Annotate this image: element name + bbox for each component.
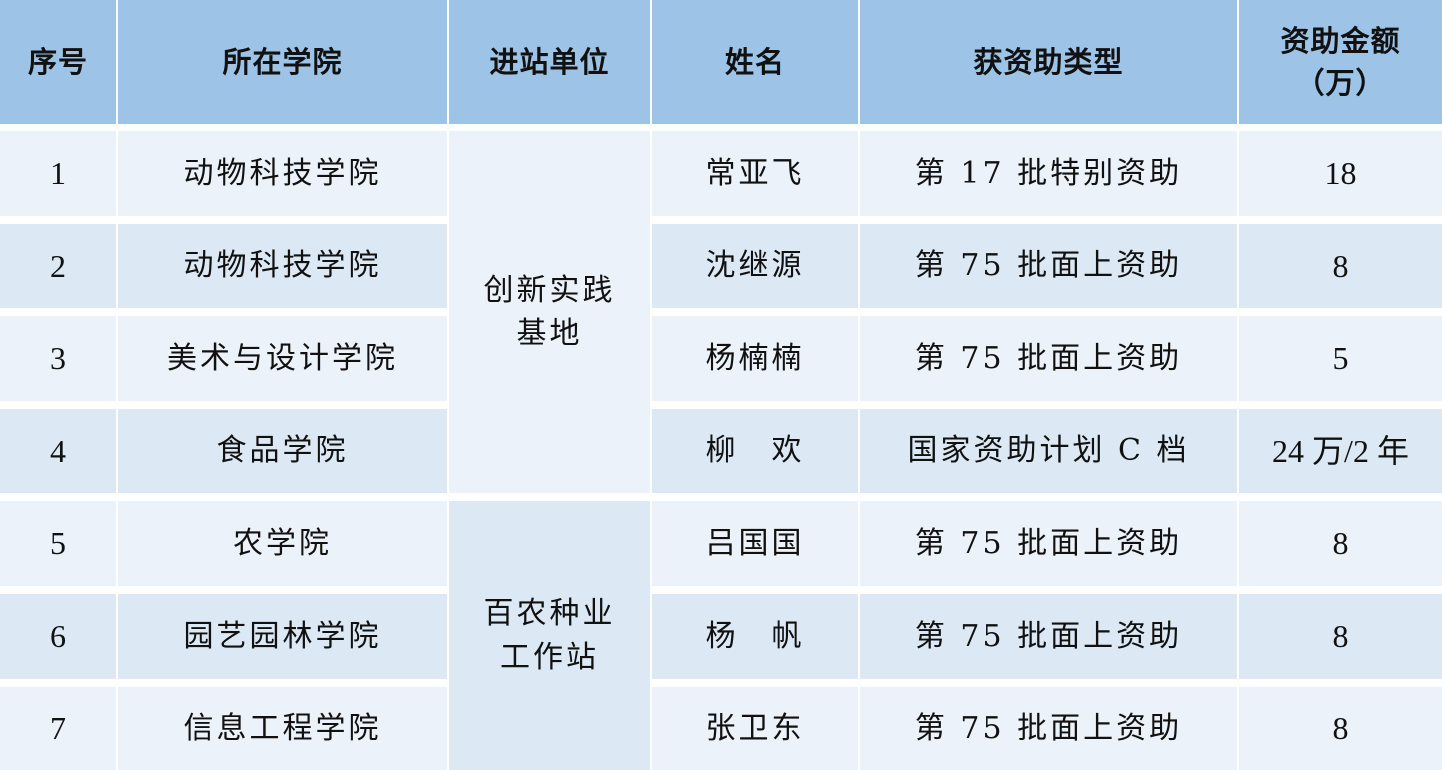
cell-college: 农学院 [118, 501, 447, 586]
cell-name-text: 柳 欢 [705, 433, 805, 469]
cell-no-text: 4 [50, 432, 66, 469]
cell-college-text: 动物科技学院 [183, 155, 382, 191]
cell-college: 动物科技学院 [118, 224, 447, 308]
header-cell-text: 序号 [27, 44, 88, 79]
cell-no: 7 [0, 687, 116, 770]
cell-college-text: 信息工程学院 [183, 710, 382, 746]
cell-college-text: 美术与设计学院 [167, 340, 398, 376]
cell-unit: 创新实践 基地 [449, 131, 650, 493]
cell-amount: 18 [1239, 131, 1442, 216]
cell-name: 杨楠楠 [652, 316, 858, 401]
cell-name: 张卫东 [652, 687, 858, 770]
cell-type: 第 17 批特别资助 [860, 131, 1237, 216]
cell-type-text: 第 75 批面上资助 [914, 340, 1183, 376]
cell-amount: 5 [1239, 316, 1442, 401]
header-cell-text: 获资助类型 [973, 44, 1124, 79]
cell-college-text: 农学院 [233, 525, 332, 561]
cell-type-text: 第 17 批特别资助 [914, 155, 1183, 191]
header-cell-text: 资助金额 （万） [1280, 23, 1401, 100]
cell-name: 柳 欢 [652, 409, 858, 493]
cell-name: 常亚飞 [652, 131, 858, 216]
cell-unit: 百农种业 工作站 [449, 501, 650, 770]
cell-amount: 8 [1239, 224, 1442, 308]
cell-amount-text: 24 万/2 年 [1272, 432, 1409, 469]
cell-name: 吕国国 [652, 501, 858, 586]
cell-amount-text: 8 [1332, 618, 1349, 655]
cell-amount: 24 万/2 年 [1239, 409, 1442, 493]
cell-unit-text: 创新实践 基地 [483, 272, 616, 352]
cell-no-text: 2 [50, 247, 66, 284]
header-cell: 序号 [0, 0, 116, 124]
cell-no: 4 [0, 409, 116, 493]
header-cell: 获资助类型 [860, 0, 1237, 124]
cell-amount: 8 [1239, 594, 1442, 679]
cell-college: 动物科技学院 [118, 131, 447, 216]
cell-no-text: 5 [50, 525, 66, 562]
cell-college-text: 园艺园林学院 [183, 618, 382, 654]
cell-no: 3 [0, 316, 116, 401]
cell-type: 第 75 批面上资助 [860, 316, 1237, 401]
cell-no: 1 [0, 131, 116, 216]
header-cell: 资助金额 （万） [1239, 0, 1442, 124]
header-cell-text: 姓名 [724, 44, 785, 79]
cell-name: 杨 帆 [652, 594, 858, 679]
cell-amount-text: 8 [1332, 247, 1349, 284]
cell-name-text: 常亚飞 [705, 155, 805, 191]
cell-amount-text: 5 [1332, 340, 1349, 377]
cell-type: 第 75 批面上资助 [860, 224, 1237, 308]
cell-name: 沈继源 [652, 224, 858, 308]
cell-amount: 8 [1239, 687, 1442, 770]
cell-type-text: 国家资助计划 C 档 [907, 433, 1190, 469]
cell-no-text: 3 [50, 340, 66, 377]
cell-college-text: 食品学院 [216, 433, 349, 469]
cell-no: 2 [0, 224, 116, 308]
header-cell: 姓名 [652, 0, 858, 124]
cell-no-text: 7 [50, 710, 66, 747]
cell-type-text: 第 75 批面上资助 [914, 525, 1183, 561]
cell-no: 5 [0, 501, 116, 586]
cell-amount-text: 18 [1324, 155, 1357, 192]
cell-no: 6 [0, 594, 116, 679]
cell-amount-text: 8 [1332, 525, 1349, 562]
cell-amount-text: 8 [1332, 710, 1349, 747]
cell-college: 园艺园林学院 [118, 594, 447, 679]
cell-college-text: 动物科技学院 [183, 248, 382, 284]
cell-name-text: 张卫东 [705, 710, 805, 746]
cell-name-text: 杨 帆 [705, 618, 805, 654]
header-cell: 所在学院 [118, 0, 447, 124]
cell-unit-text: 百农种业 工作站 [483, 596, 616, 675]
cell-type: 第 75 批面上资助 [860, 501, 1237, 586]
cell-type: 国家资助计划 C 档 [860, 409, 1237, 493]
cell-name-text: 沈继源 [705, 248, 805, 284]
cell-name-text: 吕国国 [705, 525, 805, 561]
cell-college: 美术与设计学院 [118, 316, 447, 401]
cell-no-text: 1 [50, 155, 66, 192]
cell-type: 第 75 批面上资助 [860, 594, 1237, 679]
header-cell-text: 进站单位 [489, 44, 610, 79]
cell-name-text: 杨楠楠 [705, 340, 805, 376]
cell-college: 食品学院 [118, 409, 447, 493]
header-cell-text: 所在学院 [222, 44, 343, 79]
cell-type-text: 第 75 批面上资助 [914, 248, 1183, 284]
cell-amount: 8 [1239, 501, 1442, 586]
cell-type-text: 第 75 批面上资助 [914, 710, 1183, 746]
cell-type: 第 75 批面上资助 [860, 687, 1237, 770]
cell-type-text: 第 75 批面上资助 [914, 618, 1183, 654]
cell-no-text: 6 [50, 618, 66, 655]
header-cell: 进站单位 [449, 0, 650, 124]
cell-college: 信息工程学院 [118, 687, 447, 770]
